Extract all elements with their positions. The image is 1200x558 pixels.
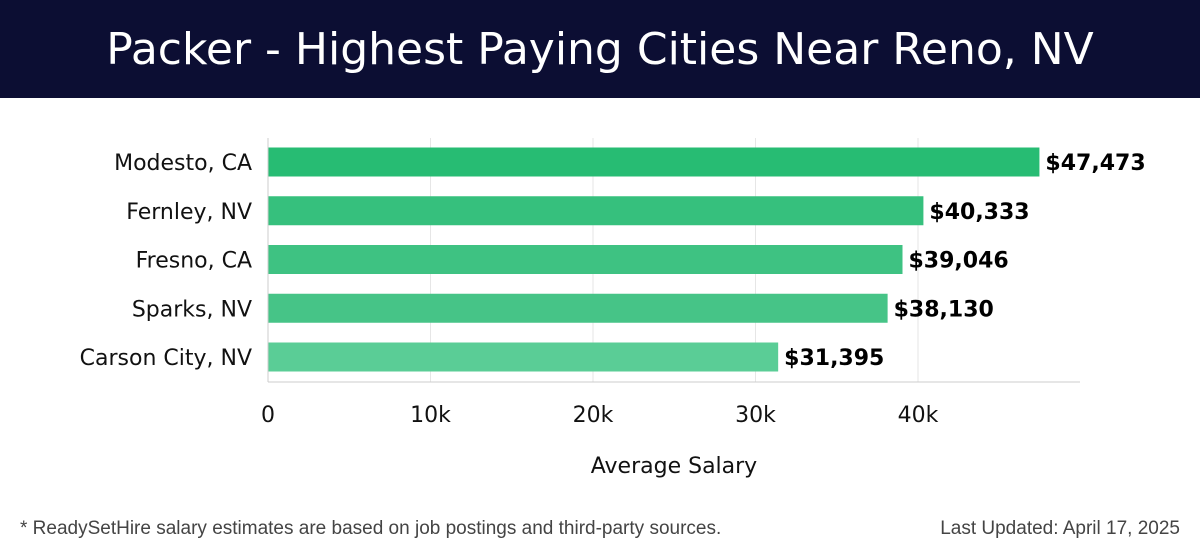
x-tick-label-3: 30k [735, 403, 776, 428]
bar-4 [268, 342, 779, 372]
category-label-0: Modesto, CA [114, 151, 252, 176]
value-label-0: $47,473 [1045, 151, 1145, 176]
value-label-3: $38,130 [894, 297, 994, 322]
axes: 0 10k 20k 30k 40k Average Salary [261, 138, 1080, 479]
x-tick-label-1: 10k [410, 403, 451, 428]
chart-title: Packer - Highest Paying Cities Near Reno… [106, 23, 1094, 75]
value-label-4: $31,395 [784, 346, 884, 371]
footer-note: * ReadySetHire salary estimates are base… [20, 518, 722, 539]
x-tick-label-4: 40k [898, 403, 939, 428]
value-label-2: $39,046 [908, 249, 1008, 274]
category-label-3: Sparks, NV [132, 297, 252, 322]
bar-chart: Modesto, CA $47,473 Fernley, NV $40,333 Fres… [80, 138, 1146, 479]
category-label-4: Carson City, NV [80, 346, 252, 371]
bar-1 [268, 196, 924, 226]
bar-2 [268, 245, 903, 274]
value-label-1: $40,333 [929, 200, 1029, 225]
bars: Modesto, CA $47,473 Fernley, NV $40,333 Fres… [80, 147, 1146, 372]
bar-0 [268, 147, 1040, 177]
x-axis-title: Average Salary [591, 454, 757, 479]
chart-header: Packer - Highest Paying Cities Near Reno… [0, 0, 1200, 98]
x-tick-label-2: 20k [573, 403, 614, 428]
category-label-2: Fresno, CA [136, 249, 252, 274]
category-label-1: Fernley, NV [126, 200, 252, 225]
last-updated: Last Updated: April 17, 2025 [940, 518, 1180, 539]
x-tick-label-0: 0 [261, 403, 275, 428]
bar-3 [268, 293, 888, 323]
